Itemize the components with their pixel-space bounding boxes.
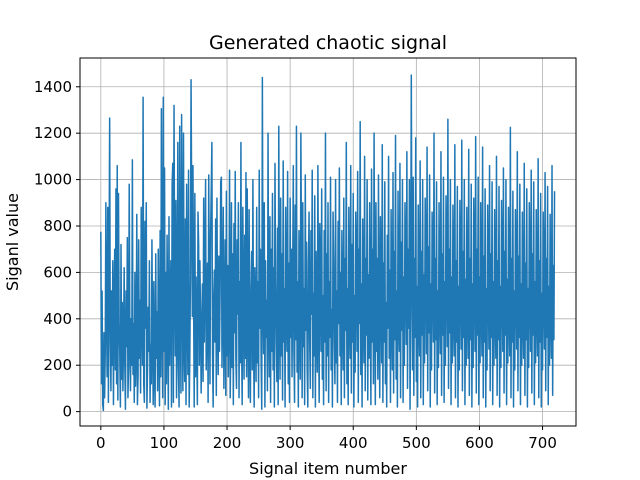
x-tick-label: 200 — [213, 434, 242, 452]
x-tick-label: 0 — [96, 434, 106, 452]
y-tick-label: 600 — [43, 263, 72, 281]
series-line — [100, 74, 556, 412]
y-tick-label: 0 — [62, 403, 72, 421]
y-tick-label: 1400 — [34, 78, 72, 96]
x-axis-ticks: 0 100 200 300 400 500 600 700 — [96, 426, 557, 452]
axes-frame — [79, 57, 577, 427]
y-tick-label: 400 — [43, 310, 72, 328]
x-tick-label: 500 — [402, 434, 431, 452]
x-tick-label: 600 — [465, 434, 494, 452]
y-tick-label: 200 — [43, 356, 72, 374]
chart-title: Generated chaotic signal — [209, 32, 447, 54]
x-axis-label: Signal item number — [249, 459, 407, 478]
x-tick-label: 400 — [339, 434, 368, 452]
y-axis-label: Siganl value — [3, 193, 22, 291]
x-tick-label: 700 — [528, 434, 557, 452]
x-tick-label: 300 — [276, 434, 305, 452]
y-axis-ticks: 0 200 400 600 800 1000 1200 1400 — [34, 78, 80, 421]
x-tick-label: 100 — [150, 434, 179, 452]
y-tick-label: 800 — [43, 217, 72, 235]
y-tick-label: 1000 — [34, 171, 72, 189]
y-tick-label: 1200 — [34, 124, 72, 142]
